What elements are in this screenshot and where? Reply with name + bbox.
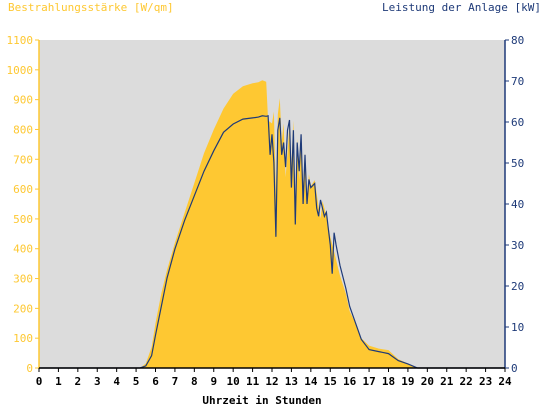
right-tick-label: 30: [511, 239, 524, 252]
x-tick-label: 21: [440, 375, 454, 388]
x-tick-label: 10: [227, 375, 240, 388]
left-tick-label: 100: [13, 332, 33, 345]
x-tick-label: 23: [479, 375, 492, 388]
left-tick-label: 1000: [7, 64, 34, 77]
left-tick-label: 600: [13, 183, 33, 196]
right-tick-label: 50: [511, 157, 524, 170]
left-tick-label: 500: [13, 213, 33, 226]
x-tick-label: 22: [460, 375, 473, 388]
x-tick-label: 3: [94, 375, 101, 388]
x-tick-label: 11: [246, 375, 260, 388]
left-tick-label: 300: [13, 273, 33, 286]
x-tick-label: 17: [362, 375, 375, 388]
right-tick-label: 0: [511, 362, 518, 375]
left-tick-label: 200: [13, 302, 33, 315]
x-tick-label: 1: [55, 375, 62, 388]
x-tick-label: 6: [152, 375, 159, 388]
right-tick-label: 80: [511, 34, 524, 47]
x-tick-label: 5: [133, 375, 140, 388]
x-tick-label: 15: [324, 375, 337, 388]
x-tick-label: 4: [113, 375, 120, 388]
x-tick-label: 9: [210, 375, 217, 388]
right-tick-label: 20: [511, 280, 524, 293]
right-tick-label: 10: [511, 321, 524, 334]
x-tick-label: 19: [401, 375, 414, 388]
x-tick-label: 0: [36, 375, 43, 388]
x-tick-label: 2: [75, 375, 82, 388]
x-tick-label: 18: [382, 375, 395, 388]
x-tick-label: 12: [265, 375, 278, 388]
x-axis-title: Uhrzeit in Stunden: [202, 394, 321, 407]
right-tick-label: 40: [511, 198, 524, 211]
x-tick-label: 14: [304, 375, 318, 388]
left-tick-label: 900: [13, 94, 33, 107]
left-axis-title: Bestrahlungsstärke [W/qm]: [8, 1, 174, 14]
left-tick-label: 1100: [7, 34, 34, 47]
x-tick-label: 7: [172, 375, 179, 388]
left-tick-label: 700: [13, 153, 33, 166]
left-tick-label: 800: [13, 123, 33, 136]
left-tick-label: 0: [26, 362, 33, 375]
x-tick-label: 24: [498, 375, 512, 388]
x-tick-label: 20: [421, 375, 434, 388]
right-axis-title: Leistung der Anlage [kW]: [382, 1, 541, 14]
x-tick-label: 8: [191, 375, 198, 388]
right-tick-label: 60: [511, 116, 524, 129]
x-tick-label: 13: [285, 375, 298, 388]
left-tick-label: 400: [13, 243, 33, 256]
power-line: [39, 115, 505, 369]
irradiance-area: [39, 80, 505, 369]
right-tick-label: 70: [511, 75, 524, 88]
x-tick-label: 16: [343, 375, 357, 388]
